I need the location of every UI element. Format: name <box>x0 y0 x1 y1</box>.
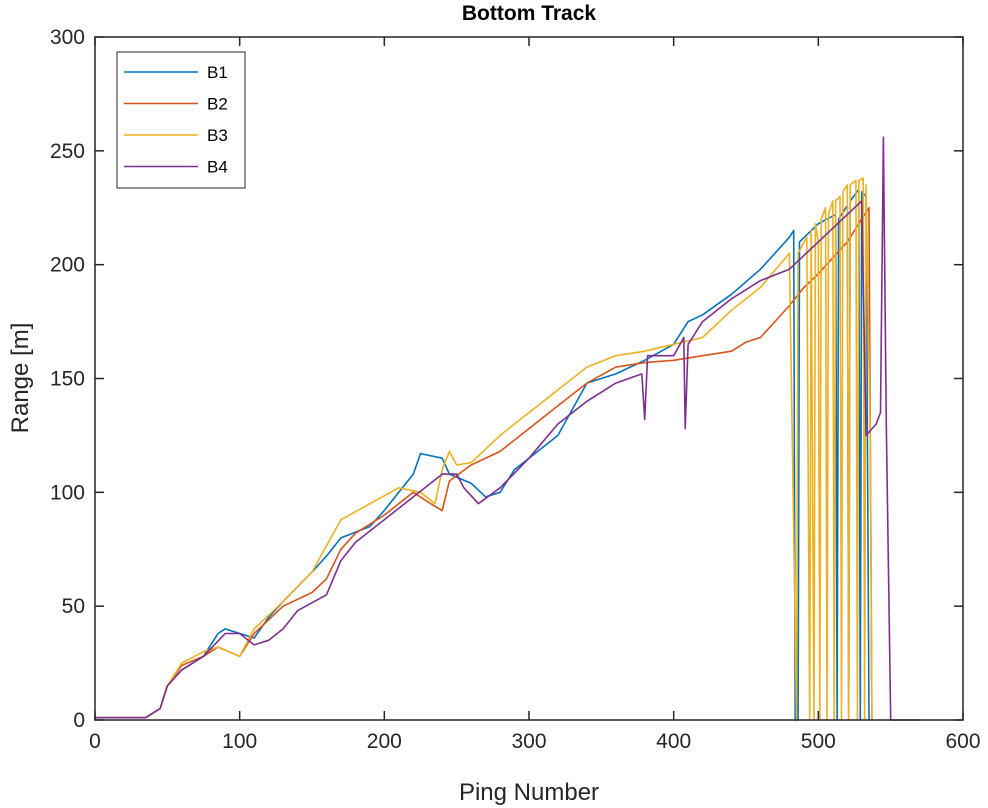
x-axis-label: Ping Number <box>459 779 599 806</box>
legend-label-b3: B3 <box>207 126 228 145</box>
x-tick-label: 400 <box>656 730 691 753</box>
series-line-b3 <box>95 177 873 721</box>
x-tick-label: 600 <box>945 730 980 753</box>
y-tick-label: 50 <box>62 595 85 618</box>
series-layer <box>95 136 920 721</box>
x-tick-label: 200 <box>367 730 402 753</box>
legend-label-b1: B1 <box>207 63 228 82</box>
x-tick-label: 100 <box>222 730 257 753</box>
y-tick-label: 250 <box>50 140 85 163</box>
chart-title: Bottom Track <box>462 2 597 25</box>
x-tick-label: 500 <box>801 730 836 753</box>
y-tick-label: 200 <box>50 254 85 277</box>
x-tick-label: 300 <box>511 730 546 753</box>
y-tick-label: 150 <box>50 368 85 391</box>
y-axis-label: Range [m] <box>7 323 34 434</box>
y-tick-label: 300 <box>50 26 85 49</box>
legend-box <box>116 51 246 189</box>
legend-label-b2: B2 <box>207 95 228 114</box>
ticks-layer: 0 100 200 300 400 500 600 0 50 100 150 200 250 300 <box>50 26 981 753</box>
legend-label-b4: B4 <box>207 158 228 177</box>
x-tick-label: 0 <box>89 730 101 753</box>
series-line-b4 <box>95 136 920 721</box>
y-tick-label: 0 <box>73 709 85 732</box>
legend: B1 B2 B3 B4 <box>116 51 246 189</box>
y-tick-label: 100 <box>50 481 85 504</box>
